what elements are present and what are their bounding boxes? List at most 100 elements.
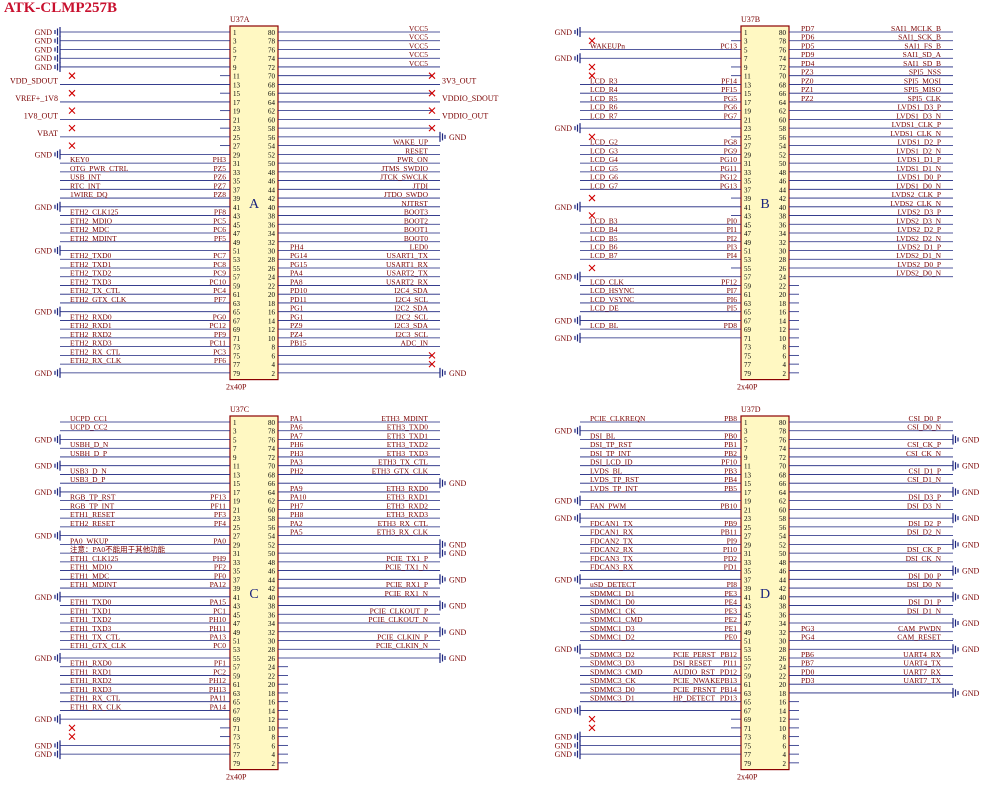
gnd-label: GND	[449, 540, 467, 549]
gnd-label: GND	[555, 273, 573, 282]
pin-number: 1	[744, 29, 748, 37]
pin-number: 31	[744, 160, 752, 168]
pin-number: 35	[744, 568, 752, 576]
nc-cross	[588, 724, 596, 732]
pin-number: 31	[233, 550, 241, 558]
pin-number: 28	[779, 256, 787, 264]
pin-number: 80	[779, 29, 787, 37]
net-label: UART7_RX	[903, 667, 941, 676]
net-label: ETH2_TXD2	[70, 269, 111, 278]
mcu-pin-label: PE3	[724, 589, 737, 598]
pin-number: 37	[744, 186, 752, 194]
mcu-pin-label: PF8	[214, 208, 226, 217]
pin-number: 50	[779, 160, 787, 168]
pin-number: 6	[272, 742, 276, 750]
pin-number: 78	[268, 428, 276, 436]
net-label: UART7_TX	[904, 676, 942, 685]
pin-number: 8	[783, 344, 787, 352]
pin-number: 56	[779, 524, 787, 532]
mcu-pin-label: PG14	[290, 251, 307, 260]
nc-cross	[588, 37, 596, 45]
net-label: ETH1_RX_CTL	[70, 694, 121, 703]
mcu-pin-label: PH4	[290, 243, 304, 252]
mcu-pin-label: PG8	[724, 138, 738, 147]
net-label: LCD_R6	[590, 103, 618, 112]
mcu-pin-label: PG12	[720, 173, 737, 182]
pin-number: 71	[744, 335, 752, 343]
pin-number: 20	[268, 681, 276, 689]
pin-number: 59	[744, 672, 752, 680]
pin-number: 34	[268, 230, 276, 238]
ref-designator: U37C	[230, 405, 249, 414]
nc-cross	[588, 264, 596, 272]
pin-number: 58	[779, 515, 787, 523]
mcu-pin-label: PH3	[290, 449, 304, 458]
pin-number: 71	[233, 725, 241, 733]
pin-number: 23	[233, 515, 241, 523]
pin-number: 79	[744, 370, 752, 378]
net-label: SDMMC3_D0	[590, 685, 635, 694]
pin-number: 74	[779, 445, 787, 453]
pin-number: 32	[779, 239, 787, 247]
net-label: DSI_D3_N	[907, 501, 942, 510]
net-label: PCIE_CLKIN_P	[377, 633, 428, 642]
mcu-pin-label: PC10	[209, 277, 226, 286]
pin-number: 54	[268, 533, 276, 541]
net-label: ETH2_MDIO	[70, 216, 113, 225]
net-label: ETH2_GTX_CLK	[70, 295, 127, 304]
net-label: CAM_PWDN	[898, 624, 942, 633]
net-label: SDMMC1_D2	[590, 633, 635, 642]
gnd-label: GND	[962, 514, 980, 523]
net-label: SAI1_SD_A	[903, 50, 942, 59]
mcu-pin-label: PA10	[290, 493, 307, 502]
connector-body	[229, 415, 279, 771]
net-label: uSD_DETECT	[590, 580, 636, 589]
mcu-pin-label: PB10	[720, 501, 737, 510]
nc-cross	[428, 107, 436, 115]
pin-number: 28	[268, 646, 276, 654]
pin-number: 38	[268, 603, 276, 611]
pin-number: 66	[268, 90, 276, 98]
net-label: ETH2_TXD3	[70, 277, 111, 286]
net-label: SDMMC3_D2	[590, 650, 635, 659]
net-label: ETH3_TXD0	[387, 423, 428, 432]
pin-number: 52	[779, 151, 787, 159]
nc-cross	[68, 124, 76, 132]
mcu-pin-label: PA15	[210, 598, 227, 607]
pin-number: 17	[233, 99, 241, 107]
pin-number: 54	[268, 143, 276, 151]
mcu-pin-label: PC13	[720, 41, 737, 50]
pin-number: 8	[783, 734, 787, 742]
pin-number: 21	[233, 506, 241, 514]
nc-cross	[428, 89, 436, 97]
net-label: ETH2_RXD1	[70, 321, 112, 330]
pin-number: 26	[268, 265, 276, 273]
net-label: LCD_R3	[590, 76, 618, 85]
gnd-label: GND	[35, 593, 53, 602]
pin-number: 13	[744, 81, 752, 89]
net-label: LVDS1_D3_P	[898, 103, 941, 112]
mcu-pin-label: PF6	[214, 356, 226, 365]
pin-number: 50	[779, 550, 787, 558]
nc-cross	[68, 733, 76, 741]
gnd-label: GND	[35, 150, 53, 159]
nc-cross	[588, 72, 596, 80]
mcu-pin-label: PD9	[801, 50, 815, 59]
mcu-pin-label: PA3	[290, 458, 303, 467]
pin-number: 26	[779, 265, 787, 273]
pin-number: 9	[233, 64, 237, 72]
pin-number: 14	[779, 707, 787, 715]
mcu-pin-label: PD7	[801, 24, 815, 33]
net-label: LCD_G7	[590, 181, 618, 190]
pin-number: 36	[779, 611, 787, 619]
pin-number: 41	[744, 204, 752, 212]
net-label: USART1_RX	[386, 260, 429, 269]
pin-number: 40	[268, 594, 276, 602]
pin-number: 42	[779, 585, 787, 593]
pin-number: 56	[268, 524, 276, 532]
pin-number: 19	[744, 108, 752, 116]
mcu-pin-label: PA0	[213, 536, 226, 545]
pin-number: 27	[744, 143, 752, 151]
gnd-label: GND	[555, 54, 573, 63]
pin-number: 70	[268, 463, 276, 471]
